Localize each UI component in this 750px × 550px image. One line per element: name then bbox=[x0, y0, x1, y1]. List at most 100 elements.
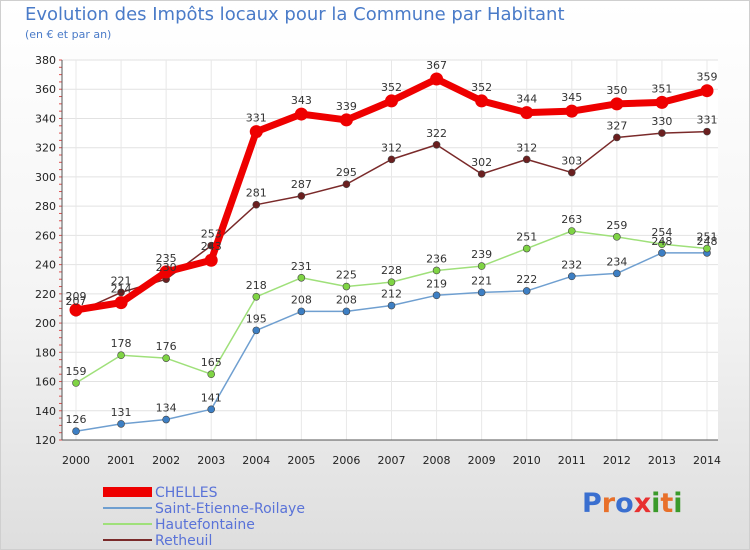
data-point bbox=[432, 266, 441, 275]
data-point bbox=[387, 155, 396, 164]
data-label: 230 bbox=[156, 261, 177, 274]
data-point bbox=[204, 253, 218, 267]
data-label: 214 bbox=[111, 283, 132, 296]
data-label: 222 bbox=[516, 273, 537, 286]
data-label: 126 bbox=[66, 413, 87, 426]
data-label: 235 bbox=[156, 252, 177, 265]
data-point bbox=[207, 405, 216, 414]
data-point bbox=[475, 94, 489, 108]
data-point bbox=[162, 354, 170, 362]
data-point bbox=[520, 106, 534, 120]
data-point bbox=[114, 296, 128, 310]
data-point bbox=[297, 307, 306, 316]
data-label: 225 bbox=[336, 269, 357, 282]
data-label: 263 bbox=[561, 213, 582, 226]
x-tick-label: 2002 bbox=[152, 454, 180, 467]
y-tick-label: 160 bbox=[35, 376, 56, 389]
data-label: 287 bbox=[291, 178, 312, 191]
y-tick-label: 280 bbox=[35, 200, 56, 213]
data-point bbox=[342, 307, 351, 316]
x-tick-label: 2010 bbox=[513, 454, 541, 467]
y-tick-label: 320 bbox=[35, 142, 56, 155]
data-label: 248 bbox=[697, 235, 718, 248]
data-point bbox=[342, 180, 351, 189]
data-point bbox=[252, 292, 261, 301]
data-point bbox=[72, 379, 80, 387]
data-label: 350 bbox=[606, 84, 627, 97]
x-tick-label: 2001 bbox=[107, 454, 135, 467]
data-point bbox=[342, 282, 351, 291]
data-label: 159 bbox=[66, 365, 87, 378]
data-label: 303 bbox=[561, 155, 582, 168]
y-tick-label: 340 bbox=[35, 112, 56, 125]
data-label: 176 bbox=[156, 340, 177, 353]
data-label: 352 bbox=[471, 81, 492, 94]
data-point bbox=[613, 269, 621, 278]
data-point bbox=[297, 273, 306, 282]
data-point bbox=[252, 200, 261, 209]
data-point bbox=[613, 233, 621, 241]
data-label: 345 bbox=[561, 91, 582, 104]
data-point bbox=[432, 140, 441, 149]
y-tick-label: 240 bbox=[35, 259, 56, 272]
data-label: 178 bbox=[111, 337, 132, 350]
data-label: 331 bbox=[697, 114, 718, 127]
legend-label: Hautefontaine bbox=[155, 517, 255, 533]
data-label: 327 bbox=[606, 119, 627, 132]
data-point bbox=[522, 287, 531, 295]
x-tick-label: 2004 bbox=[242, 454, 270, 467]
x-tick-label: 2000 bbox=[62, 454, 90, 467]
data-point bbox=[658, 129, 666, 137]
data-label: 351 bbox=[651, 82, 672, 95]
data-label: 134 bbox=[156, 402, 177, 415]
x-tick-label: 2006 bbox=[332, 454, 360, 467]
legend-label: Retheuil bbox=[155, 533, 212, 549]
data-point bbox=[522, 244, 531, 253]
data-point bbox=[477, 262, 486, 270]
y-tick-label: 300 bbox=[35, 171, 56, 184]
data-point bbox=[565, 104, 579, 118]
data-point bbox=[387, 278, 396, 286]
data-point bbox=[477, 288, 486, 297]
data-label: 195 bbox=[246, 312, 267, 325]
data-label: 259 bbox=[606, 219, 627, 232]
data-label: 212 bbox=[381, 288, 402, 301]
data-label: 281 bbox=[246, 187, 267, 200]
data-point bbox=[69, 303, 83, 317]
x-tick-label: 2011 bbox=[558, 454, 586, 467]
data-label: 339 bbox=[336, 100, 357, 113]
data-point bbox=[522, 155, 531, 164]
y-tick-label: 140 bbox=[35, 405, 56, 418]
x-tick-label: 2014 bbox=[693, 454, 721, 467]
x-tick-label: 2009 bbox=[468, 454, 496, 467]
data-point bbox=[703, 127, 711, 136]
data-point bbox=[613, 133, 621, 142]
data-label: 248 bbox=[651, 235, 672, 248]
data-point bbox=[703, 244, 711, 253]
data-point bbox=[117, 420, 125, 428]
chart-subtitle: (en € et par an) bbox=[25, 28, 112, 41]
data-label: 367 bbox=[426, 59, 447, 72]
y-tick-label: 220 bbox=[35, 288, 56, 301]
data-point bbox=[432, 291, 441, 300]
data-label: 322 bbox=[426, 127, 447, 140]
data-point bbox=[477, 170, 486, 178]
data-label: 165 bbox=[201, 356, 222, 369]
data-point bbox=[610, 97, 624, 111]
y-tick-label: 200 bbox=[35, 317, 56, 330]
data-point bbox=[567, 227, 576, 235]
data-point bbox=[294, 107, 308, 121]
data-label: 251 bbox=[516, 231, 537, 244]
proxiti-logo: Proxiti bbox=[582, 488, 683, 519]
data-point bbox=[117, 351, 125, 360]
data-label: 234 bbox=[606, 255, 627, 268]
data-point bbox=[385, 94, 398, 108]
data-point bbox=[252, 326, 261, 335]
data-point bbox=[655, 95, 669, 109]
data-point bbox=[72, 427, 80, 436]
data-label: 312 bbox=[516, 141, 537, 154]
data-label: 228 bbox=[381, 264, 402, 277]
data-label: 253 bbox=[201, 228, 222, 241]
data-label: 209 bbox=[66, 290, 87, 303]
